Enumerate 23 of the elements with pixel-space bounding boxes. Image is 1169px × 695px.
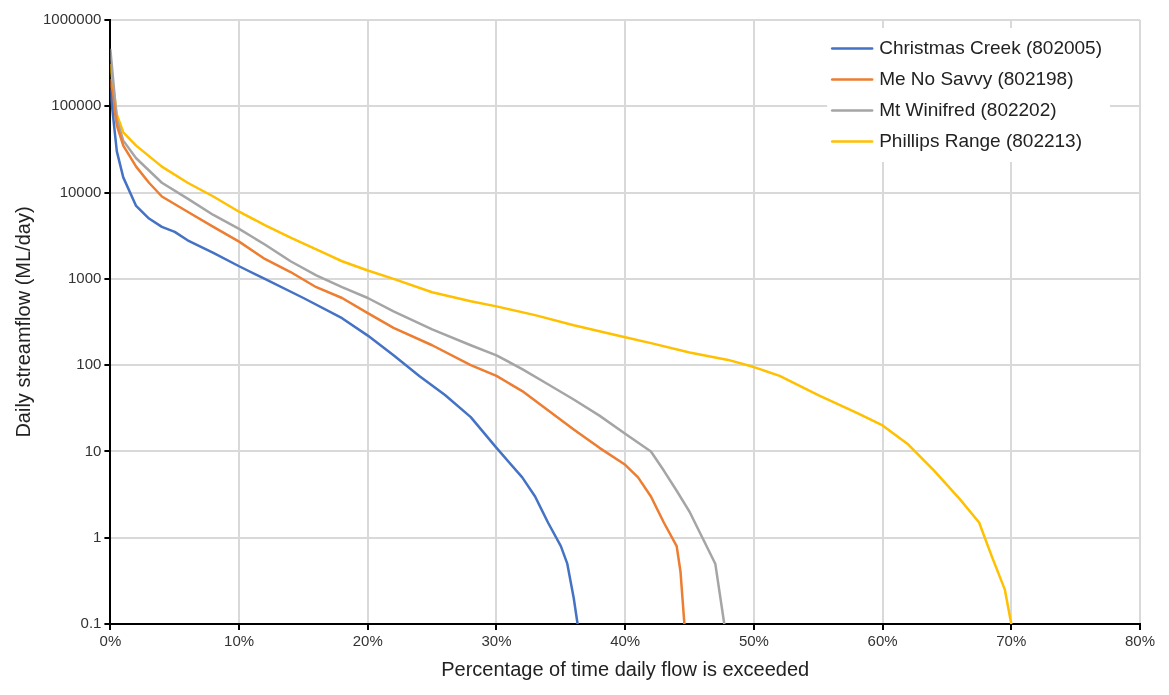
legend-label: Phillips Range (802213): [879, 129, 1082, 151]
x-tick-label: 20%: [352, 632, 383, 650]
y-tick-label: 100000: [51, 96, 102, 114]
x-tick-label: 10%: [224, 632, 255, 650]
x-tick-label: 70%: [996, 632, 1027, 650]
x-tick-label: 80%: [1124, 632, 1155, 650]
y-tick-label: 1: [93, 527, 102, 545]
x-tick-label: 60%: [867, 632, 898, 650]
x-tick-label: 30%: [481, 632, 512, 650]
x-axis-title: Percentage of time daily flow is exceeded: [441, 657, 810, 680]
x-tick-label: 0%: [99, 632, 122, 650]
legend-label: Me No Savvy (802198): [879, 67, 1074, 89]
y-tick-label: 10: [84, 441, 102, 459]
legend-label: Christmas Creek (802005): [879, 36, 1102, 58]
y-tick-label: 100: [76, 355, 102, 373]
y-tick-label: 1000: [68, 269, 102, 286]
legend-label: Mt Winifred (802202): [879, 98, 1057, 120]
y-tick-label: 10000: [59, 182, 102, 200]
x-tick-label: 40%: [610, 632, 641, 650]
y-tick-label: 0.1: [80, 614, 102, 632]
x-tick-label: 50%: [738, 632, 769, 650]
y-tick-label: 1000000: [42, 10, 102, 28]
y-axis-title: Daily streamflow (ML/day): [11, 206, 34, 438]
